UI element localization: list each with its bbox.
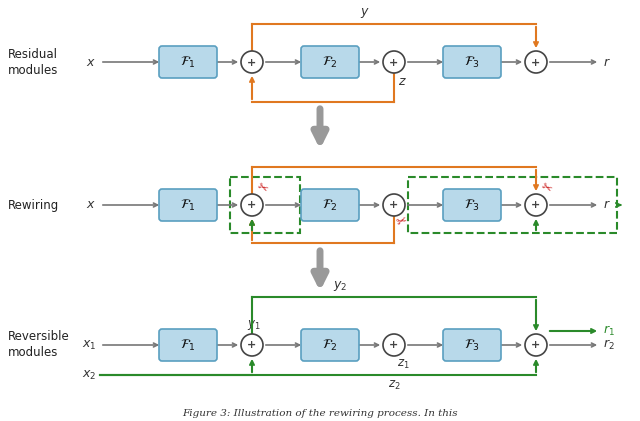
Text: $r_1$: $r_1$ [603, 324, 615, 338]
Text: $z_1$: $z_1$ [397, 358, 410, 371]
Text: +: + [531, 58, 541, 67]
Text: ✂: ✂ [395, 214, 409, 230]
Text: $z$: $z$ [398, 75, 407, 88]
Text: $r$: $r$ [603, 198, 611, 211]
Text: $r_2$: $r_2$ [603, 338, 615, 352]
FancyBboxPatch shape [159, 46, 217, 78]
Text: $\mathcal{F}_1$: $\mathcal{F}_1$ [180, 197, 196, 213]
Bar [230, 177, 300, 233]
FancyBboxPatch shape [159, 329, 217, 361]
Text: ✂: ✂ [538, 180, 554, 196]
Text: modules: modules [8, 346, 58, 360]
Circle shape [383, 334, 405, 356]
Text: ✂: ✂ [254, 180, 270, 196]
Text: $r$: $r$ [603, 56, 611, 69]
Text: $\mathcal{F}_2$: $\mathcal{F}_2$ [322, 54, 338, 69]
FancyBboxPatch shape [159, 189, 217, 221]
FancyBboxPatch shape [443, 329, 501, 361]
Text: $\mathcal{F}_1$: $\mathcal{F}_1$ [180, 338, 196, 352]
Text: $\mathcal{F}_1$: $\mathcal{F}_1$ [180, 54, 196, 69]
Circle shape [525, 194, 547, 216]
FancyBboxPatch shape [301, 46, 359, 78]
Text: $y_2$: $y_2$ [333, 279, 347, 293]
FancyBboxPatch shape [443, 46, 501, 78]
Text: $x_1$: $x_1$ [81, 338, 96, 352]
Text: +: + [389, 341, 399, 351]
Text: $y$: $y$ [360, 6, 370, 20]
Text: Reversible: Reversible [8, 330, 70, 344]
Text: $x$: $x$ [86, 56, 96, 69]
Circle shape [241, 194, 263, 216]
Text: +: + [389, 200, 399, 210]
Text: $z_2$: $z_2$ [388, 379, 400, 392]
Text: $\mathcal{F}_3$: $\mathcal{F}_3$ [464, 54, 480, 69]
Circle shape [525, 334, 547, 356]
Circle shape [241, 51, 263, 73]
Circle shape [383, 194, 405, 216]
Text: modules: modules [8, 64, 58, 77]
FancyBboxPatch shape [301, 329, 359, 361]
Text: $\mathcal{F}_2$: $\mathcal{F}_2$ [322, 197, 338, 213]
Text: +: + [248, 200, 257, 210]
FancyBboxPatch shape [443, 189, 501, 221]
Text: $\mathcal{F}_3$: $\mathcal{F}_3$ [464, 338, 480, 352]
Text: +: + [531, 200, 541, 210]
Text: +: + [248, 341, 257, 351]
Text: $y_1$: $y_1$ [247, 318, 261, 332]
Bar [408, 177, 617, 233]
Circle shape [525, 51, 547, 73]
Text: Rewiring: Rewiring [8, 198, 60, 211]
Circle shape [383, 51, 405, 73]
Text: Figure 3: Illustration of the rewiring process. In this: Figure 3: Illustration of the rewiring p… [182, 408, 458, 418]
Text: $\mathcal{F}_3$: $\mathcal{F}_3$ [464, 197, 480, 213]
Text: +: + [248, 58, 257, 67]
Circle shape [241, 334, 263, 356]
Text: $\mathcal{F}_2$: $\mathcal{F}_2$ [322, 338, 338, 352]
Text: +: + [389, 58, 399, 67]
Text: Residual: Residual [8, 48, 58, 61]
Text: $x$: $x$ [86, 198, 96, 211]
Text: +: + [531, 341, 541, 351]
FancyBboxPatch shape [301, 189, 359, 221]
Text: $x_2$: $x_2$ [82, 368, 96, 381]
